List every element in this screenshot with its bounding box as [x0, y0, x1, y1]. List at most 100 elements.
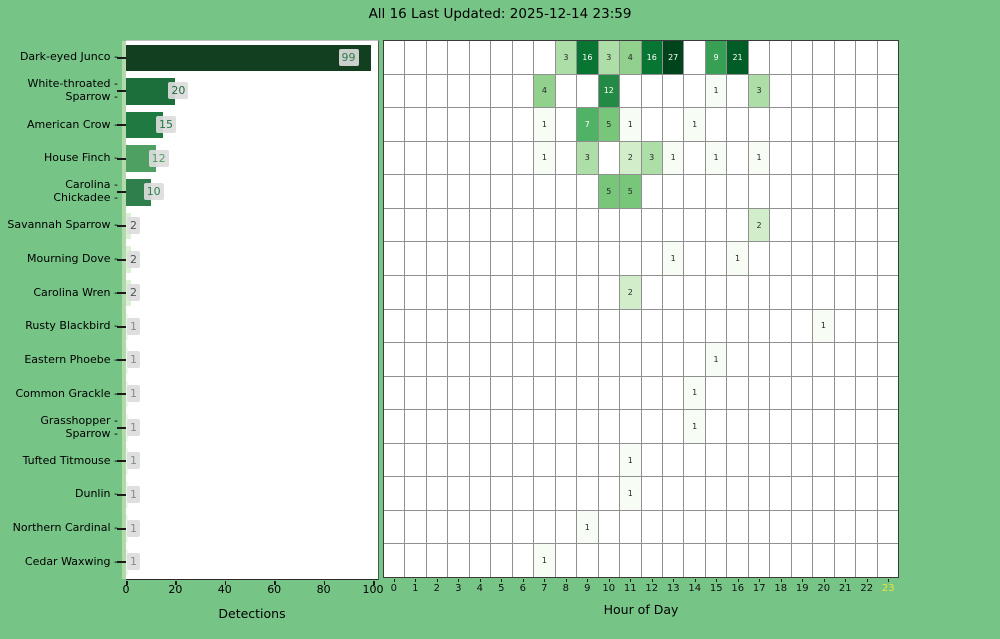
heatmap-cell [512, 175, 534, 208]
heatmap-cell [684, 477, 705, 510]
heatmap-cell [705, 443, 727, 477]
heatmap-x-tick [630, 579, 632, 582]
bar-chart-x-tick [274, 581, 276, 585]
heatmap-cell [620, 309, 641, 343]
heatmap-cell [577, 544, 598, 577]
heatmap-cell: 7 [577, 108, 598, 141]
heatmap-cell [748, 309, 770, 343]
bar-value-label: 2 [127, 216, 140, 234]
heatmap-cell [512, 544, 534, 577]
hour-tick-label: 13 [666, 583, 680, 594]
heatmap-cell [727, 510, 748, 544]
heatmap-cell [620, 510, 641, 544]
heatmap-cell [662, 309, 684, 343]
heatmap-cell [512, 41, 534, 74]
bar-value-label: 15 [156, 116, 177, 134]
heatmap-cell [662, 74, 684, 108]
heatmap-cell [448, 443, 469, 477]
heatmap-cell [684, 443, 705, 477]
heatmap-cell [813, 343, 834, 376]
heatmap-cell [641, 544, 662, 577]
bar-chart-x-tick [126, 581, 128, 585]
heatmap-cell [384, 108, 405, 141]
heatmap-cell [577, 309, 598, 343]
heatmap-cell [877, 41, 898, 74]
heatmap-cell [856, 410, 877, 443]
heatmap-cell: 4 [620, 41, 641, 74]
heatmap-cell [491, 275, 512, 309]
heatmap-cell [770, 108, 791, 141]
heatmap-cell: 9 [705, 41, 727, 74]
heatmap-cell [598, 275, 620, 309]
heatmap-cell: 3 [577, 141, 598, 175]
heatmap-cell [877, 309, 898, 343]
heatmap-cell [598, 309, 620, 343]
heatmap-cell [791, 208, 813, 242]
heatmap-cell: 1 [727, 242, 748, 275]
heatmap-cell [705, 275, 727, 309]
heatmap-cell [577, 443, 598, 477]
heatmap-cell [491, 544, 512, 577]
heatmap-cell [856, 477, 877, 510]
heatmap-cell [534, 376, 555, 410]
heatmap-cell: 1 [684, 410, 705, 443]
heatmap-cell: 3 [555, 41, 577, 74]
heatmap-cell [555, 208, 577, 242]
heatmap-cell [834, 41, 856, 74]
heatmap-cell [813, 74, 834, 108]
heatmap-cell [512, 410, 534, 443]
bar-chart-x-axis-title: Detections [218, 606, 286, 621]
heatmap-cell [448, 376, 469, 410]
heatmap-x-tick [716, 579, 718, 582]
heatmap-cell [512, 443, 534, 477]
heatmap-cell [770, 544, 791, 577]
heatmap-cell [448, 141, 469, 175]
heatmap-cell [791, 242, 813, 275]
heatmap-cell [877, 275, 898, 309]
bar-chart-y-tick [117, 258, 126, 261]
heatmap-cell [770, 510, 791, 544]
heatmap-cell [491, 41, 512, 74]
heatmap-cell: 1 [684, 376, 705, 410]
species-label: Mourning Dove - [27, 252, 118, 266]
heatmap-cell [748, 443, 770, 477]
heatmap-cell [813, 410, 834, 443]
heatmap-cell [662, 477, 684, 510]
heatmap-cell [448, 242, 469, 275]
heatmap-cell [384, 141, 405, 175]
heatmap-cell [834, 242, 856, 275]
heatmap-cell [534, 510, 555, 544]
heatmap-cell [834, 74, 856, 108]
heatmap-cell [512, 141, 534, 175]
heatmap-cell [469, 309, 491, 343]
heatmap-cell [791, 309, 813, 343]
heatmap-cell [448, 510, 469, 544]
heatmap-cell [555, 74, 577, 108]
species-label: House Finch - [43, 151, 118, 165]
heatmap-x-axis-title: Hour of Day [603, 602, 679, 617]
heatmap-cell [512, 208, 534, 242]
bar-value-label: 12 [148, 149, 169, 167]
heatmap-cell [705, 309, 727, 343]
heatmap-cell [727, 477, 748, 510]
heatmap-cell [770, 376, 791, 410]
heatmap-cell [469, 275, 491, 309]
heatmap-cell [620, 74, 641, 108]
heatmap-cell [448, 410, 469, 443]
heatmap-cell [469, 41, 491, 74]
heatmap-cell [834, 376, 856, 410]
heatmap-cell [555, 108, 577, 141]
heatmap-cell [662, 175, 684, 208]
heatmap-cell [813, 108, 834, 141]
heatmap-cell [877, 343, 898, 376]
heatmap-cell [856, 275, 877, 309]
species-bar-chart: 99 20 15 12 10 2 2 2 1 1 1 1 1 1 1 1 [117, 40, 379, 585]
heatmap-cell: 5 [598, 175, 620, 208]
heatmap-cell [641, 510, 662, 544]
heatmap-cell [512, 275, 534, 309]
heatmap-cell [877, 510, 898, 544]
species-label: Rusty Blackbird - [25, 319, 118, 333]
heatmap-cell [748, 477, 770, 510]
heatmap-x-tick [759, 579, 761, 582]
heatmap-cell [555, 443, 577, 477]
